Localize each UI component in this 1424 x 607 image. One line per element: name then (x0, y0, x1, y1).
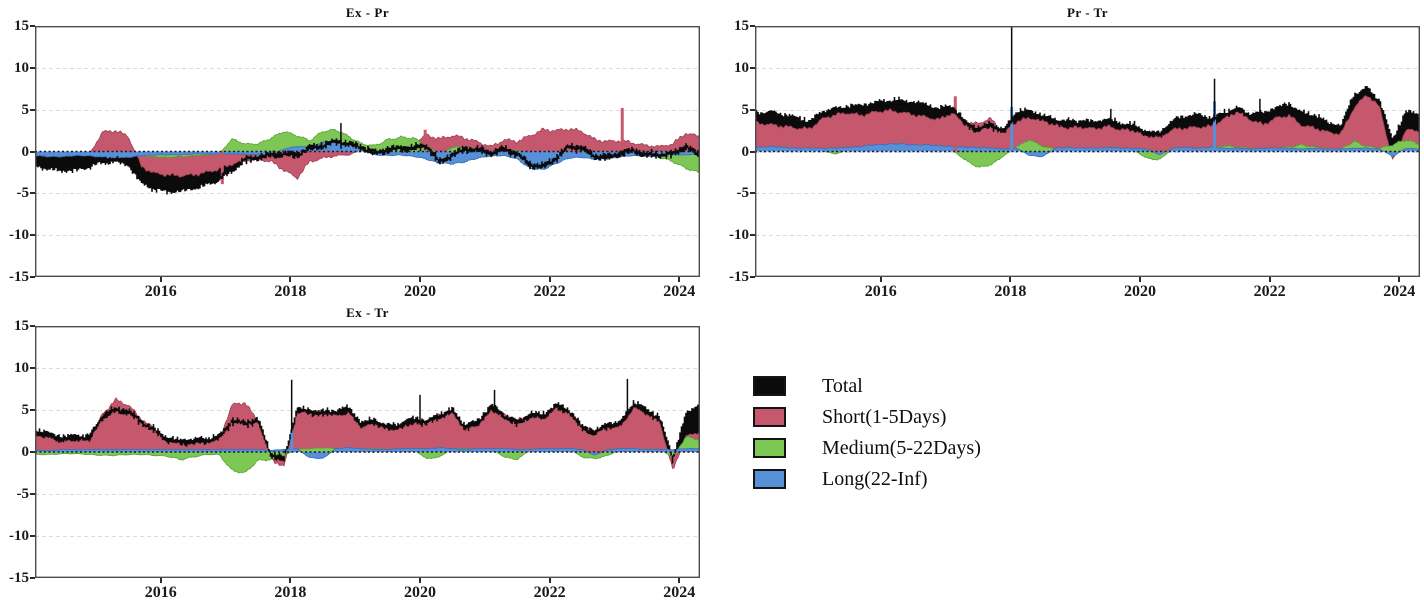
legend-label: Short(1-5Days) (822, 406, 947, 428)
x-axis-tick-label: 2018 (994, 283, 1027, 300)
y-axis-tickmark (30, 409, 35, 411)
y-axis-tick-label: -5 (16, 486, 30, 502)
legend-label: Long(22-Inf) (822, 468, 928, 490)
y-axis-tick-label: -10 (729, 227, 749, 244)
x-axis-tickmark (1268, 277, 1271, 282)
y-axis-tickmark (30, 535, 35, 537)
y-axis-tickmark (750, 150, 755, 153)
panel-title: Ex - Pr (345, 5, 390, 20)
x-axis-tick-label: 2024 (1383, 283, 1416, 300)
y-axis-tickmark (30, 367, 35, 369)
x-axis-tickmark (289, 578, 292, 583)
y-axis-tickmark (30, 577, 35, 579)
x-axis-tickmark (159, 578, 162, 583)
y-axis-tick-label: 0 (741, 143, 750, 160)
y-axis-tickmark (30, 66, 35, 69)
x-axis-tick-label: 2020 (1124, 283, 1156, 300)
y-axis-tickmark (30, 108, 35, 111)
legend-item-medium: Medium(5-22Days) (753, 438, 981, 458)
y-axis-tickmark (30, 325, 35, 327)
y-axis-tick-label: 15 (734, 18, 749, 34)
y-axis-tick-label: 10 (734, 59, 749, 76)
x-axis-tick-label: 2018 (274, 584, 307, 601)
plot-area-ex-pr (35, 26, 700, 277)
x-axis-tick-label: 2022 (533, 584, 566, 601)
total-swatch-icon (753, 376, 786, 396)
y-axis-tick-label: 5 (741, 101, 750, 118)
y-axis-tick-label: 15 (14, 18, 29, 34)
plot-area-pr-tr (755, 26, 1420, 277)
panel-ex-pr: Ex - Pr 15 10 5 0 -5 -10 -15 2016 2018 2020 2022 20… (9, 5, 700, 300)
legend-item-long: Long(22-Inf) (753, 469, 981, 489)
y-axis-tick-label: 10 (14, 59, 29, 76)
x-axis-tick-label: 2022 (533, 283, 566, 300)
x-axis-tick-label: 2022 (1253, 283, 1286, 300)
y-axis-tickmark (750, 234, 755, 237)
panel-title: Pr - Tr (1066, 5, 1109, 20)
panel-ex-tr: Ex - Tr 15 10 5 0 -5 -10 -15 2016 2018 2020 2022 20… (9, 305, 700, 601)
x-axis-tick-label: 2016 (144, 283, 177, 300)
x-axis-tickmark (548, 277, 551, 282)
x-axis-tickmark (419, 578, 421, 583)
x-axis-tickmark (419, 277, 421, 282)
y-axis-tickmark (30, 234, 35, 237)
y-axis-tick-label: -5 (736, 185, 750, 202)
y-axis-tick-label: -10 (9, 528, 29, 544)
medium-swatch-icon (753, 438, 786, 458)
plot-area-ex-tr (35, 326, 700, 578)
y-axis-tick-label: 0 (21, 444, 30, 460)
x-axis-tickmark (159, 277, 162, 282)
y-axis-tickmark (750, 108, 755, 111)
x-axis-tick-label: 2024 (663, 584, 696, 601)
legend-label: Total (822, 375, 863, 397)
y-axis-tick-label: -15 (9, 269, 29, 285)
legend-label: Medium(5-22Days) (822, 437, 981, 459)
y-axis-tickmark (30, 25, 35, 27)
x-axis-tickmark (1398, 277, 1401, 282)
long-swatch-icon (753, 469, 786, 489)
x-axis-tickmark (548, 578, 551, 583)
y-axis-tick-label: -5 (16, 185, 30, 202)
y-axis-tick-label: 5 (21, 101, 30, 118)
y-axis-tickmark (750, 276, 755, 278)
panel-pr-tr: Pr - Tr 15 10 5 0 -5 -10 -15 2016 2018 2020 2022 20… (729, 5, 1420, 300)
x-axis-tick-label: 2020 (404, 283, 436, 300)
x-axis-tickmark (678, 578, 681, 583)
x-axis-tickmark (289, 277, 292, 282)
x-axis-tick-label: 2016 (144, 584, 177, 601)
y-axis-tickmark (30, 192, 35, 195)
y-axis-tickmark (750, 25, 755, 27)
legend: Total Short(1-5Days) Medium(5-22Days) Lo… (753, 376, 981, 500)
y-axis-tickmark (30, 493, 35, 495)
legend-item-total: Total (753, 376, 981, 396)
x-axis-tick-label: 2020 (404, 584, 436, 601)
y-axis-tickmark (30, 276, 35, 278)
y-axis-tickmark (30, 150, 35, 153)
legend-item-short: Short(1-5Days) (753, 407, 981, 427)
panel-title: Ex - Tr (346, 305, 389, 320)
y-axis-tick-label: 0 (21, 143, 30, 160)
x-axis-tick-label: 2016 (864, 283, 897, 300)
x-axis-tickmark (1139, 277, 1141, 282)
y-axis-tick-label: 5 (21, 402, 30, 418)
y-axis-tickmark (750, 192, 755, 195)
y-axis-tick-label: -10 (9, 227, 29, 244)
short-swatch-icon (753, 407, 786, 427)
y-axis-tick-label: -15 (9, 570, 29, 586)
x-axis-tickmark (1009, 277, 1012, 282)
x-axis-tickmark (678, 277, 681, 282)
y-axis-tickmark (30, 451, 35, 453)
y-axis-tick-label: 10 (14, 360, 29, 376)
x-axis-tick-label: 2018 (274, 283, 307, 300)
x-axis-tickmark (879, 277, 882, 282)
x-axis-tick-label: 2024 (663, 283, 696, 300)
y-axis-tick-label: -15 (729, 269, 749, 285)
y-axis-tick-label: 15 (14, 318, 29, 334)
y-axis-tickmark (750, 66, 755, 69)
